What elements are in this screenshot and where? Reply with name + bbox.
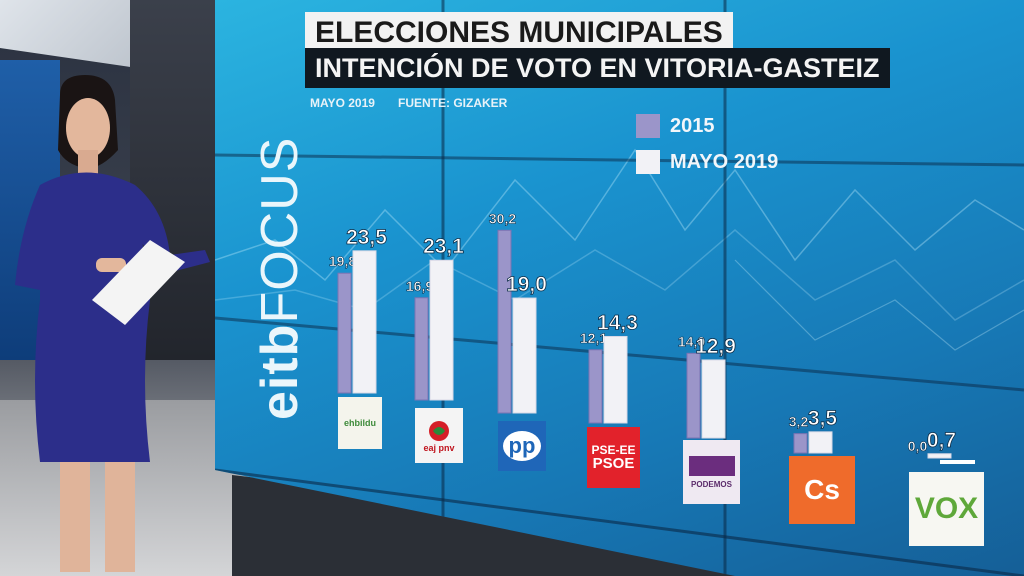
- bar-label-2015-1: 16,9: [406, 278, 433, 294]
- legend-label-2019: MAYO 2019: [670, 150, 779, 173]
- party-logo-label: PSOE: [592, 455, 635, 472]
- bar-label-2019-4: 12,9: [695, 335, 736, 358]
- bar-2015-1: [414, 297, 429, 401]
- pnv-logo: eaj pnv: [415, 408, 463, 463]
- bar-label-2015-2: 30,2: [489, 210, 516, 226]
- party-logo-label: VOX: [914, 492, 979, 525]
- bar-label-2019-3: 14,3: [597, 311, 638, 334]
- party-logo-label: PSE-EE: [591, 443, 636, 457]
- bar-2019-3: [603, 335, 628, 424]
- source-label: FUENTE: GIZAKER: [398, 96, 508, 110]
- cs-logo: Cs: [789, 456, 855, 524]
- bar-2019-0: [352, 250, 377, 394]
- vox-logo: VOX: [909, 472, 984, 546]
- legend-item-2015: 2015: [636, 114, 715, 138]
- bar-label-2019-5: 3,5: [808, 407, 838, 430]
- bar-label-2015-5: 3,2: [789, 414, 809, 430]
- pp-logo: pp: [498, 421, 546, 471]
- bar-label-2019-6: 0,7: [927, 429, 956, 452]
- chart-subtitle: INTENCIÓN DE VOTO EN VITORIA-GASTEIZ: [305, 48, 890, 88]
- bar-2015-2: [497, 229, 512, 414]
- date-label: MAYO 2019: [310, 96, 375, 110]
- bar-2019-4: [701, 359, 726, 439]
- party-logo-label: ehbildu: [344, 418, 376, 428]
- bar-2019-2: [512, 297, 537, 414]
- ehbildu-logo: ehbildu: [338, 397, 382, 449]
- podemos-logo: PODEMOS: [683, 440, 740, 504]
- legend-item-2019: MAYO 2019: [636, 150, 778, 174]
- party-logo-label: PODEMOS: [691, 479, 732, 489]
- party-logo-label: pp: [503, 431, 541, 461]
- page-title: ELECCIONES MUNICIPALES: [305, 12, 733, 54]
- bar-label-2015-6: 0,0: [908, 438, 928, 454]
- pnv-emblem-icon: [429, 420, 449, 441]
- bar-2019-5: [808, 431, 833, 454]
- legend-label-2015: 2015: [670, 114, 715, 137]
- party-logo-label: eaj pnv: [423, 442, 455, 453]
- bar-label-2019-0: 23,5: [346, 226, 387, 249]
- party-logo-label: Cs: [804, 474, 840, 505]
- legend-swatch-2015: [636, 114, 660, 138]
- bar-label-2015-0: 19,8: [329, 253, 356, 269]
- bar-2015-0: [337, 272, 352, 394]
- psoe-logo: PSE-EE PSOE: [587, 427, 640, 488]
- bar-label-2015-4: 14,0: [678, 333, 705, 349]
- bar-2019-6: [927, 453, 952, 459]
- bar-2019-1: [429, 259, 454, 401]
- bar-label-2019-2: 19,0: [506, 273, 547, 296]
- legend-swatch-2019: [636, 150, 660, 174]
- bar-2015-3: [588, 349, 603, 424]
- bar-2015-5: [793, 433, 808, 454]
- bar-label-2015-3: 12,1: [580, 330, 607, 346]
- bar-2015-4: [686, 352, 701, 439]
- bar-label-2019-1: 23,1: [423, 235, 464, 258]
- presenter-figure: [15, 75, 210, 572]
